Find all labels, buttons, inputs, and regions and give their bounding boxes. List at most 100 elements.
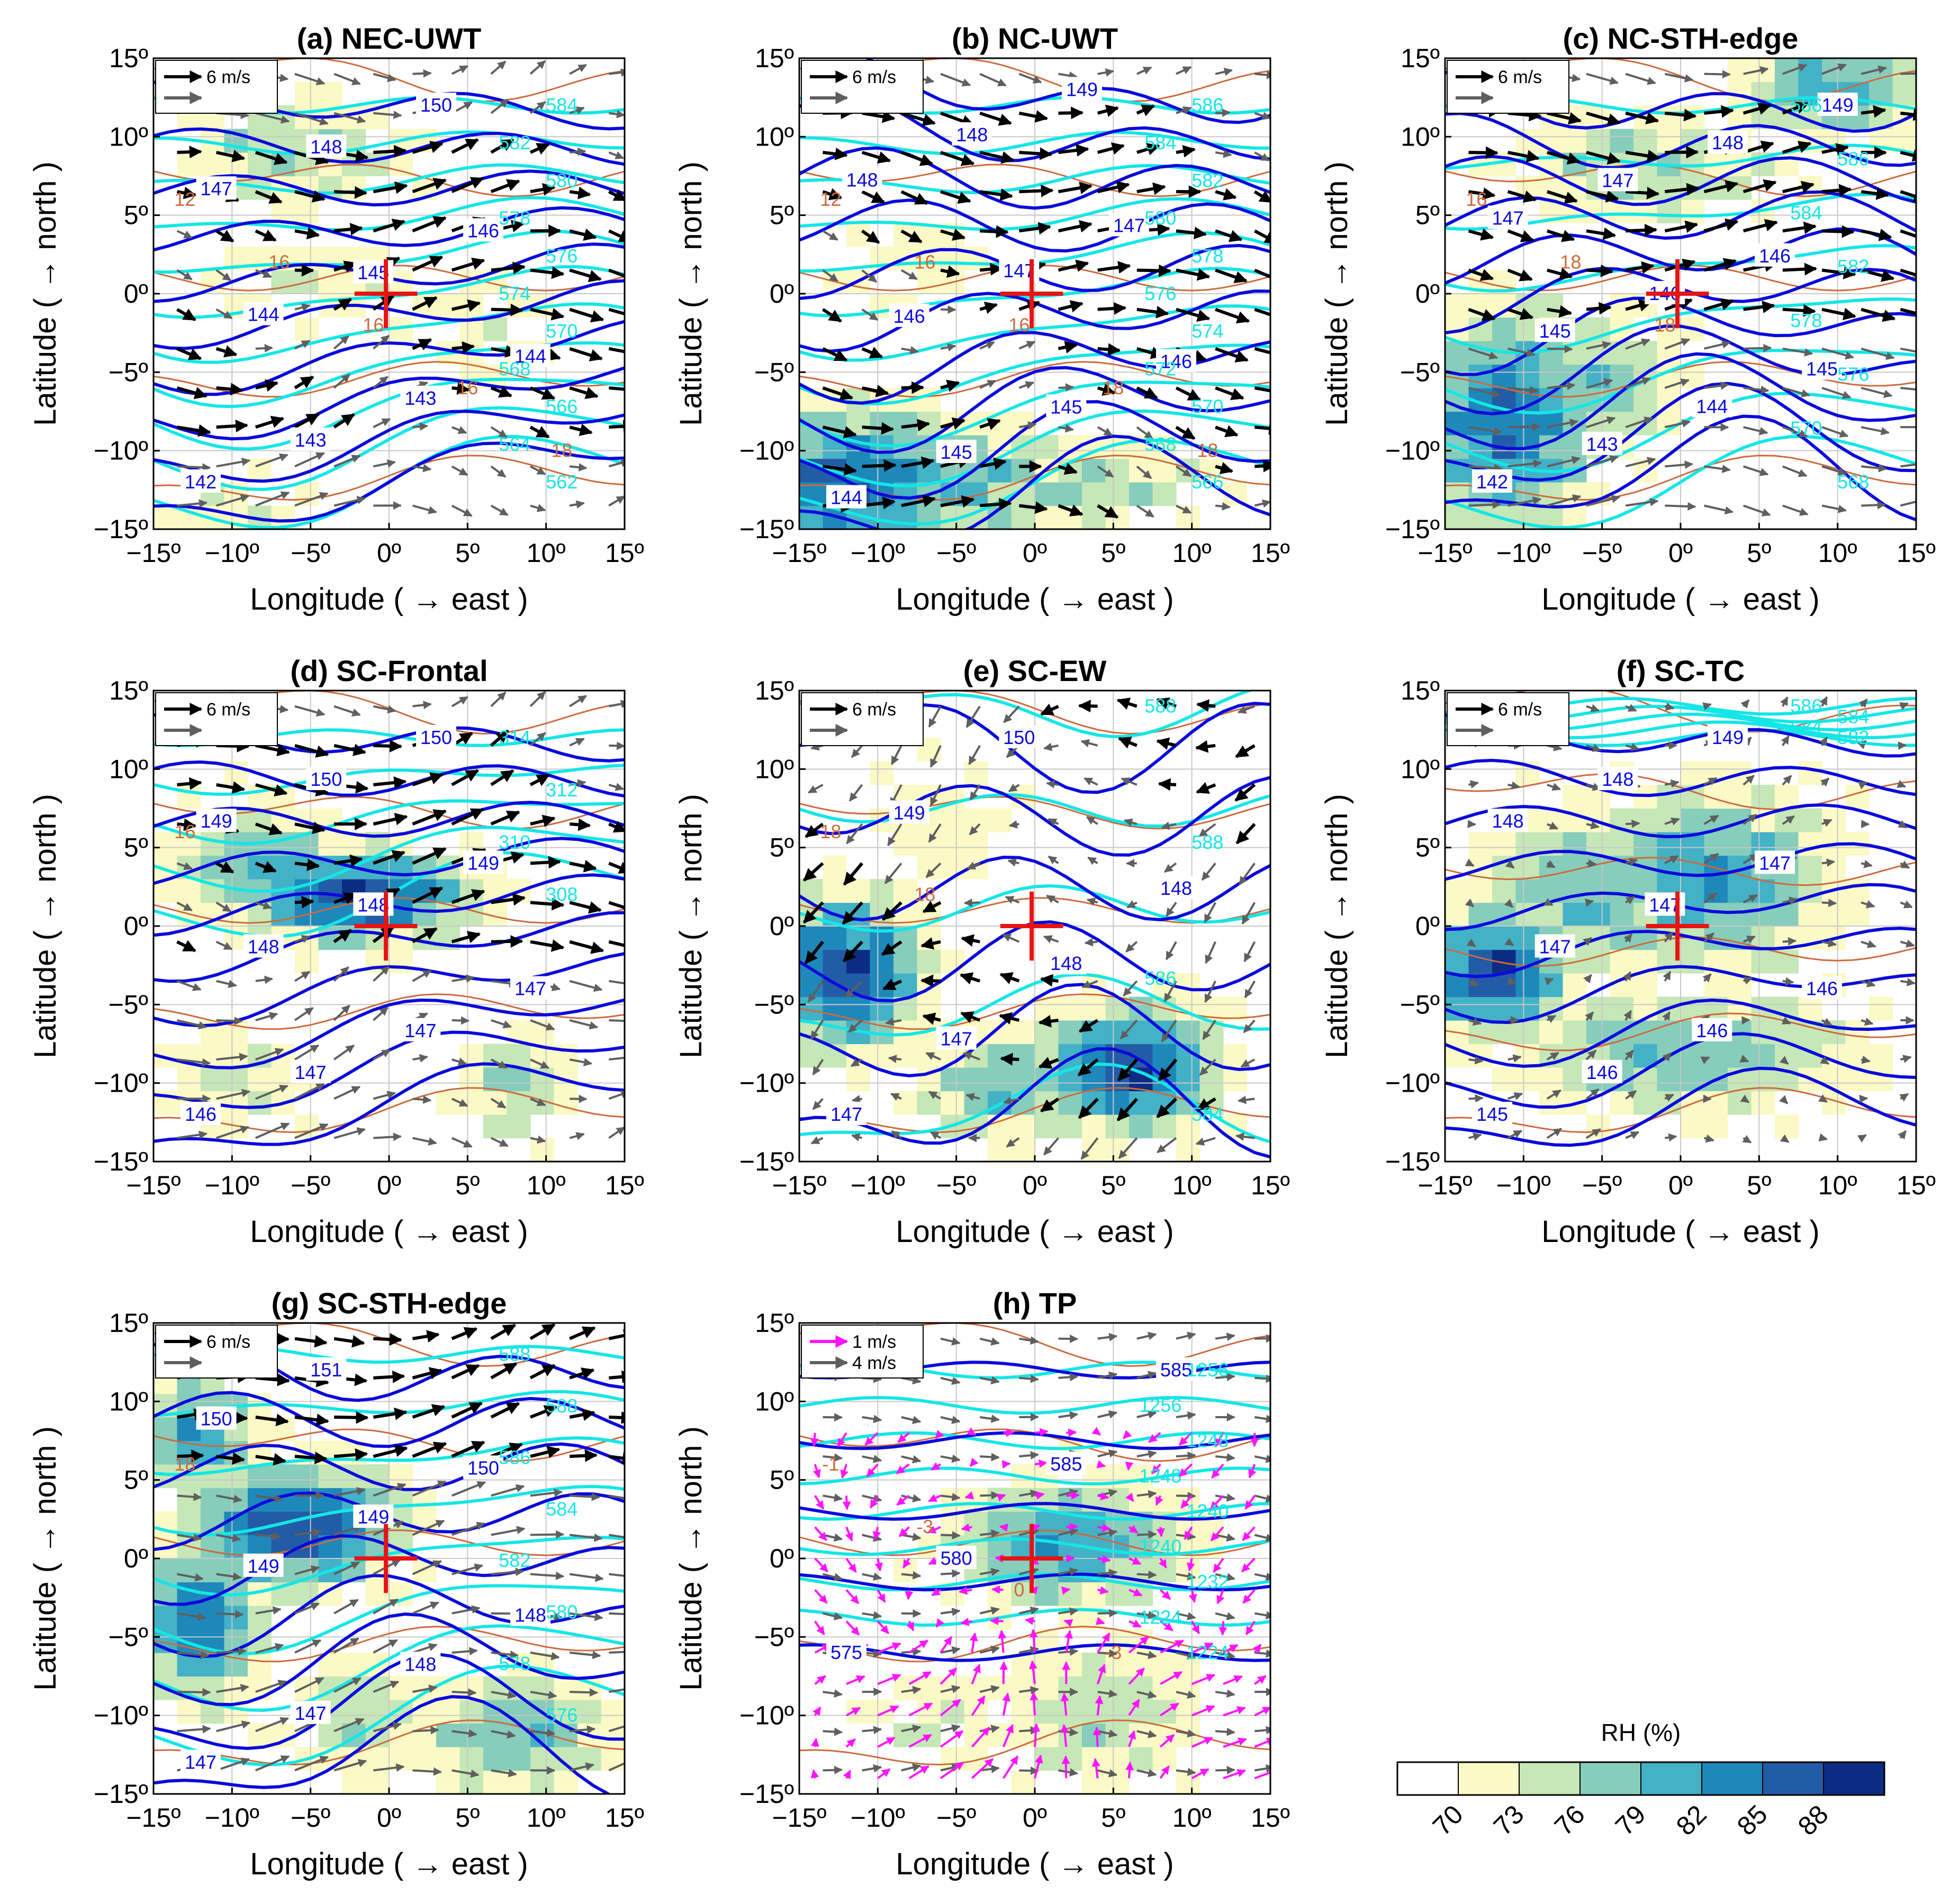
blue-contour [154,441,625,523]
panel-title: (b) NC-UWT [952,22,1118,55]
rh-cell [1869,996,1893,1021]
x-tick-label: 5º [1101,1171,1125,1200]
panel-e: 147 147 148 148 149 150 584 586 588 588 18 18 6 m/s (… [674,654,1290,1249]
y-tick-label: −10º [739,1068,794,1098]
wind-vector [862,496,896,510]
rh-cell [1082,996,1106,1021]
cyan-contour-label: 582 [499,1549,530,1571]
wind-vector [176,269,193,280]
wind-vector [900,190,928,205]
rh-cell [1035,1535,1059,1559]
wind-vector [412,255,444,272]
rh-cell [224,1606,248,1630]
y-tick-label: −10º [739,436,794,466]
wind-vector-magenta [810,1738,819,1747]
wind-vector [609,420,625,433]
x-tick-label: 10º [527,1803,566,1833]
vector-legend: 6 m/s [801,692,924,746]
wind-vector [1743,504,1771,516]
wind-vector [1664,258,1696,272]
x-axis-label: Longitude ( → east ) [1541,1214,1820,1249]
cyan-contour [154,377,625,451]
rh-cell [1586,855,1611,880]
rh-cell [1152,1676,1177,1700]
rh-cell [201,1067,225,1092]
blue-contour [154,206,625,252]
wind-vector [1586,151,1621,165]
wind-vector [1586,72,1619,85]
vector-legend: 1 m/s4 m/s [801,1325,924,1379]
wind-vector [1058,424,1074,433]
wind-vector [491,935,523,948]
rh-cell [1035,1582,1059,1606]
rh-cell [507,1044,531,1068]
rh-cell [1657,1067,1681,1092]
brown-contour-label: 0 [1014,1579,1024,1600]
wind-vector [490,465,507,478]
plot-area-a: 1421431431441441451461471481505625645665… [154,58,625,529]
wind-vector [1821,225,1855,238]
wind-vector [1136,143,1160,156]
cyan-contour-label: 584 [1191,1103,1223,1125]
wind-vector [1215,386,1244,401]
x-tick-label: 5º [1747,538,1771,568]
wind-vector [1468,387,1501,398]
blue-contour-label: 149 [1817,93,1858,116]
wind-vector [215,345,238,358]
wind-vector [1018,72,1042,84]
wind-vector [530,465,546,475]
rh-cell [870,411,894,436]
wind-vector [451,465,468,476]
y-tick-label: 10º [109,1386,148,1416]
svg-text:148: 148 [1160,877,1192,899]
rh-cell [893,1558,918,1583]
rh-cell [1751,1044,1775,1068]
blue-contour-label: 145 [936,439,977,463]
rh-cell [917,832,941,856]
rh-cell [1539,973,1564,998]
wind-vector [1703,298,1734,311]
wind-vector [1254,499,1270,508]
wind-vector [294,72,326,86]
cyan-contour-label: 568 [1144,433,1176,455]
wind-vector [570,147,586,156]
wind-vector [979,188,1014,201]
wind-vector [1625,111,1659,125]
rh-cell [964,1067,988,1092]
cyan-contour-label: 1256 [1139,1394,1181,1416]
wind-vector [1665,108,1697,122]
wind-vector [1625,457,1656,468]
wind-vector [979,418,1001,430]
wind-vector [412,464,432,473]
wind-vector [1821,465,1847,476]
rh-cell [201,1558,225,1583]
wind-vector [1625,72,1656,85]
rh-cell [1176,1020,1200,1045]
wind-vector [1900,149,1916,162]
rh-cell [1082,1582,1106,1606]
svg-text:142: 142 [1476,471,1508,493]
wind-vector [1254,459,1270,473]
rh-cell [1105,1676,1130,1700]
rh-cell [436,1723,461,1747]
wind-vector [608,347,625,353]
rh-cell [846,879,871,903]
wind-vector [1254,268,1270,284]
rh-cell [201,1044,225,1068]
wind-vector [1821,266,1856,279]
rh-colorbar: RH (%) 70 73 76 79 82 85 88 [1396,1719,1885,1841]
wind-vector [491,303,523,316]
rh-cell [1058,482,1082,506]
y-tick-label: −5º [754,357,794,387]
wind-vector [1861,501,1886,510]
brown-contour-label: 18 [1197,440,1218,461]
rh-cell [436,294,461,318]
cyan-contour-label: 1224 [1186,1642,1229,1663]
x-tick-label: 0º [377,538,401,568]
rh-cell [342,1770,366,1794]
svg-text:147: 147 [514,978,546,1000]
brown-contour-label: 18 [174,1453,195,1475]
rh-cell [1035,1653,1059,1677]
svg-text:146: 146 [185,1103,216,1125]
